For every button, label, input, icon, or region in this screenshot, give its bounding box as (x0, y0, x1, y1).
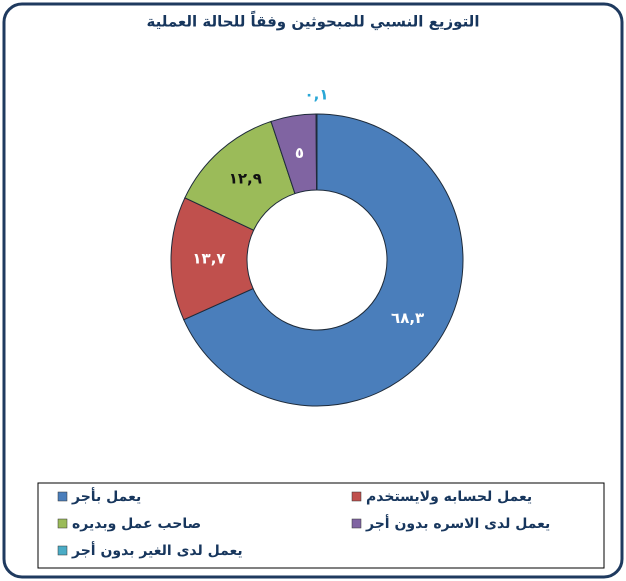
legend-label: صاحب عمل وبديره (72, 516, 201, 532)
legend-swatch (351, 518, 362, 529)
slice (315, 113, 318, 191)
legend-swatch (57, 518, 68, 529)
legend (37, 482, 605, 569)
legend-swatch (351, 491, 362, 502)
legend-swatch (57, 545, 68, 556)
slice (183, 113, 464, 407)
legend-label: يعمل بأجر (71, 487, 141, 505)
legend-label: يعمل لحسابه ولايستخدم (366, 489, 532, 505)
legend-swatch (57, 491, 68, 502)
chart-title: التوزيع النسبي للمبحوثين وفقاً للحالة ال… (147, 10, 480, 30)
legend-label: يعمل لدى الغير بدون أجر (71, 541, 243, 559)
data-label: ٠,١ (304, 86, 328, 104)
data-label: ٦٨,٣ (391, 309, 424, 327)
data-label: ١٣,٧ (192, 249, 225, 267)
legend-label: يعمل لدى الاسره بدون أجر (365, 514, 550, 532)
data-label: ٥ (295, 144, 304, 162)
data-label: ١٢,٩ (229, 170, 262, 188)
